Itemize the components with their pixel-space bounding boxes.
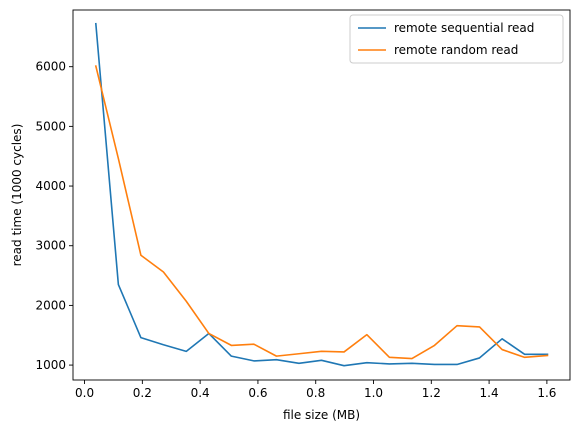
series-line-2: [94, 65, 549, 360]
plot-area: 0.0 0.2 0.4 0.6 0.8 1.0 1.2 1.4 1.6 1000 2000 3000 4…: [35, 9, 571, 400]
y-tick-label: 5000: [35, 119, 66, 133]
y-tick-label: 2000: [35, 298, 66, 312]
x-tick-label: 1.2: [422, 386, 441, 400]
x-tick-label: 0.4: [191, 386, 210, 400]
x-axis-label: file size (MB): [283, 408, 360, 422]
x-tick-label: 0.6: [248, 386, 267, 400]
y-axis-label: read time (1000 cycles): [10, 124, 24, 267]
y-tick-label: 3000: [35, 239, 66, 253]
legend: remote sequential read remote random read: [349, 14, 564, 64]
series-line-1: [94, 22, 549, 367]
axes-frame: [72, 9, 571, 381]
x-tick-label: 1.0: [364, 386, 383, 400]
x-tick-label: 0.2: [133, 386, 152, 400]
x-tick-label: 0.0: [75, 386, 94, 400]
y-tick-label: 6000: [35, 60, 66, 74]
legend-label-1: remote sequential read: [394, 21, 534, 35]
y-tick-label: 4000: [35, 179, 66, 193]
x-tick-label: 0.8: [306, 386, 325, 400]
x-tick-label: 1.6: [537, 386, 556, 400]
legend-box: [349, 14, 564, 64]
legend-label-2: remote random read: [394, 43, 518, 57]
y-tick-label: 1000: [35, 358, 66, 372]
x-tick-label: 1.4: [480, 386, 499, 400]
